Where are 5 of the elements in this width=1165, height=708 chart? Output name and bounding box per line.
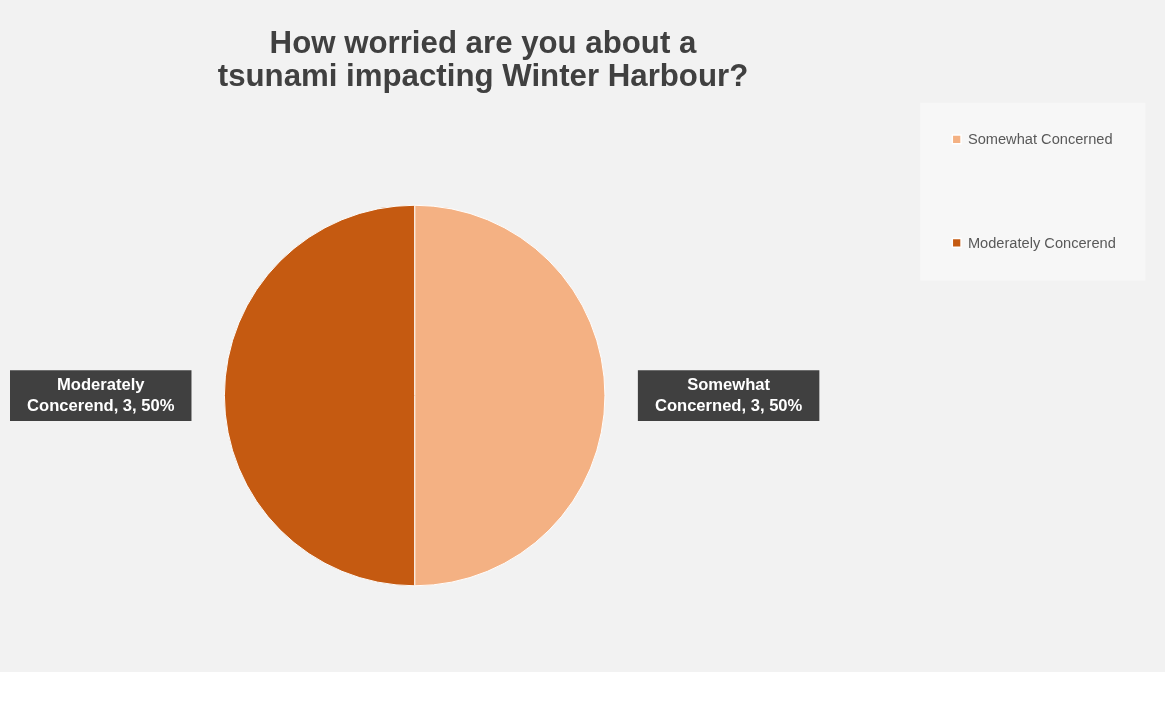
data-label: Moderately Concerend, 3, 50% xyxy=(27,374,175,416)
chart-title: How worried are you about a tsunami impacting Winter Harbour? xyxy=(217,25,749,94)
data-label: Somewhat Concerned, 3, 50% xyxy=(654,374,803,416)
legend-label: Somewhat Concerned xyxy=(967,131,1113,148)
legend-label: Moderately Concerend xyxy=(967,234,1116,251)
